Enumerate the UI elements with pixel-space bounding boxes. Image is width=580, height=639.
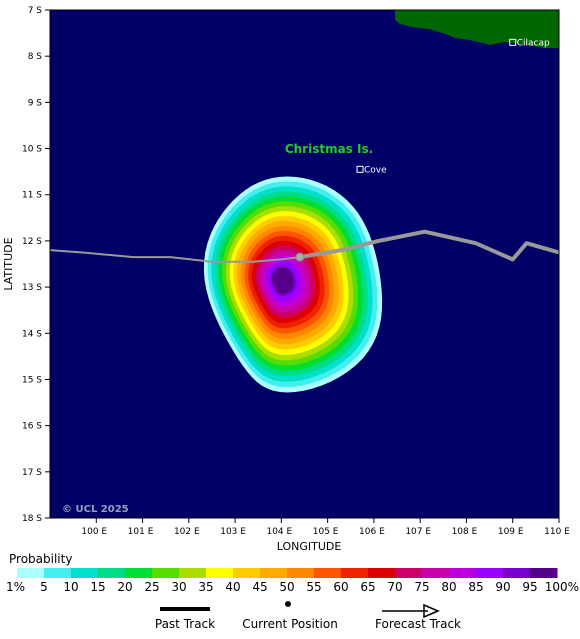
probability-contours: [203, 176, 383, 393]
longitude-tick-label: 107 E: [405, 527, 431, 537]
probability-color-swatch: [179, 568, 207, 578]
longitude-ticks: 100 E 101 E 102 E 103 E 104 E 105 E 106 E 107 E…: [81, 518, 570, 537]
copyright-label: © UCL 2025: [62, 504, 129, 515]
probability-scale-label: 1%: [6, 580, 25, 594]
probability-color-swatch: [449, 568, 477, 578]
place-marker-square: [356, 165, 364, 173]
legend-title: Probability: [9, 552, 72, 566]
probability-color-swatch: [530, 568, 558, 578]
place-marker-square: [509, 38, 517, 46]
probability-scale-label: 5: [40, 580, 48, 594]
probability-color-swatch: [476, 568, 504, 578]
longitude-tick-label: 104 E: [266, 527, 292, 537]
probability-color-swatch: [17, 568, 45, 578]
x-axis-title: LONGITUDE: [277, 540, 342, 553]
probability-color-swatch: [260, 568, 288, 578]
probability-scale-label: 100%: [545, 580, 579, 594]
probability-scale-label: 40: [225, 580, 240, 594]
probability-color-swatch: [233, 568, 261, 578]
past-track-key-label: Past Track: [155, 617, 215, 631]
latitude-tick-label: 9 S: [28, 98, 43, 108]
y-axis-title: LATITUDE: [2, 237, 15, 290]
probability-scale-label: 30: [171, 580, 186, 594]
probability-scale-label: 20: [117, 580, 132, 594]
longitude-tick-label: 101 E: [128, 527, 154, 537]
forecast-track-key-label: Forecast Track: [375, 617, 461, 631]
longitude-tick-label: 103 E: [220, 527, 246, 537]
probability-scale-label: 65: [360, 580, 375, 594]
latitude-tick-label: 7 S: [28, 6, 43, 16]
probability-scale-label: 60: [333, 580, 348, 594]
probability-color-swatch: [287, 568, 315, 578]
longitude-tick-label: 106 E: [359, 527, 385, 537]
latitude-tick-label: 8 S: [28, 52, 43, 62]
probability-color-swatch: [422, 568, 450, 578]
current-position-key-label: Current Position: [242, 617, 338, 631]
probability-scale-label: 35: [198, 580, 213, 594]
latitude-tick-label: 14 S: [22, 329, 42, 339]
probability-color-swatch: [98, 568, 126, 578]
probability-color-swatch: [368, 568, 396, 578]
probability-scale-label: 45: [252, 580, 267, 594]
probability-scale-label: 25: [144, 580, 159, 594]
longitude-tick-label: 105 E: [313, 527, 339, 537]
probability-scale-label: 55: [306, 580, 321, 594]
probability-scale-label: 85: [468, 580, 483, 594]
probability-color-swatch: [503, 568, 531, 578]
probability-color-swatch: [395, 568, 423, 578]
probability-scale-label: 50: [279, 580, 294, 594]
probability-color-swatch: [341, 568, 369, 578]
latitude-ticks: 7 S 8 S 9 S 10 S 11 S 12 S 13 S 14 S 15 S 16 S 17 …: [22, 6, 50, 524]
probability-color-swatch: [44, 568, 72, 578]
longitude-tick-label: 100 E: [81, 527, 107, 537]
probability-scale-label: 15: [90, 580, 105, 594]
probability-color-bar: [17, 568, 558, 578]
latitude-tick-label: 12 S: [22, 237, 42, 247]
christmas-island-label: Christmas Is.: [285, 142, 373, 156]
probability-scale-label: 95: [522, 580, 537, 594]
place-markers: Cove Cilacap: [356, 38, 550, 175]
forecast-track-line: [299, 229, 559, 262]
place-label: Cilacap: [517, 38, 550, 48]
probability-scale-label: 70: [387, 580, 402, 594]
latitude-tick-label: 13 S: [22, 283, 42, 293]
longitude-tick-label: 108 E: [452, 527, 478, 537]
probability-color-swatch: [125, 568, 153, 578]
current-position-marker: [295, 252, 305, 262]
java-landmass: [395, 10, 559, 48]
latitude-tick-label: 18 S: [22, 514, 42, 524]
longitude-tick-label: 110 E: [544, 527, 570, 537]
latitude-tick-label: 11 S: [22, 191, 42, 201]
probability-contour-band: [272, 267, 294, 294]
probability-color-swatch: [71, 568, 99, 578]
probability-scale-label: 75: [414, 580, 429, 594]
longitude-tick-label: 109 E: [498, 527, 524, 537]
latitude-tick-label: 10 S: [22, 145, 42, 155]
probability-scale-label: 90: [495, 580, 510, 594]
latitude-tick-label: 17 S: [22, 468, 42, 478]
forecast-track-key-arrow: [382, 603, 440, 619]
place-label: Cove: [364, 165, 387, 175]
longitude-tick-label: 102 E: [174, 527, 200, 537]
current-position-key-dot: [285, 601, 291, 607]
probability-scale-label: 80: [441, 580, 456, 594]
latitude-tick-label: 16 S: [22, 422, 42, 432]
past-track-line: [50, 249, 301, 263]
probability-scale-labels: 1% 5 10 15 20 25 30 35 40 45 50 55 60 65 70 75 80 85 90 95 1…: [6, 580, 579, 594]
latitude-tick-label: 15 S: [22, 375, 42, 385]
plot-border: [49, 9, 560, 519]
probability-color-swatch: [152, 568, 180, 578]
probability-color-swatch: [314, 568, 342, 578]
probability-color-swatch: [206, 568, 234, 578]
probability-scale-label: 10: [63, 580, 78, 594]
